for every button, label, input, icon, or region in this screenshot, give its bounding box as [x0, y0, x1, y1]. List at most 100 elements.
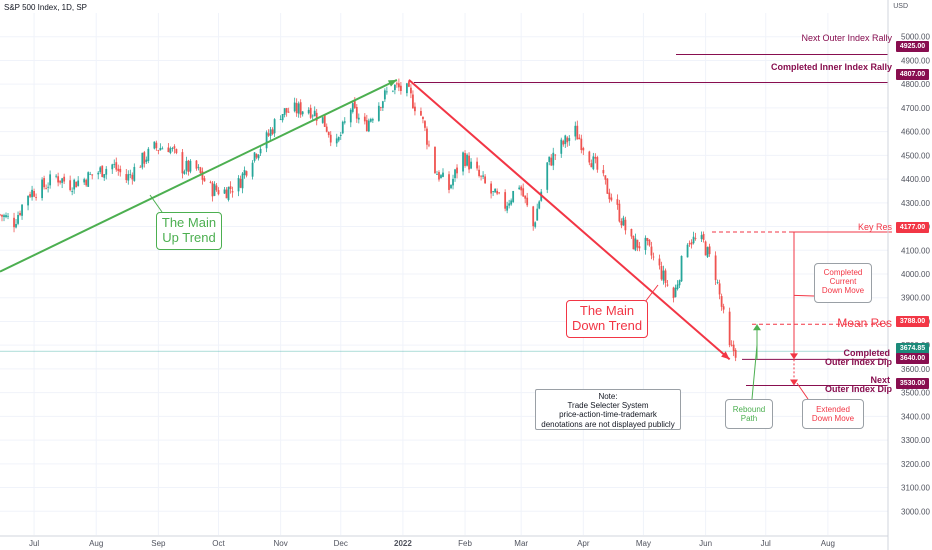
candle-body — [91, 174, 94, 176]
candle-body — [49, 174, 52, 186]
candle-body — [638, 246, 641, 249]
rebound-arrow-head — [753, 324, 761, 331]
candle-body — [383, 90, 386, 100]
candle-body — [217, 190, 220, 195]
candle-body — [77, 180, 80, 186]
candle-body — [363, 116, 366, 122]
y-tick-label: 3900.00 — [901, 294, 930, 303]
candle-body — [506, 205, 509, 211]
candle-body — [73, 179, 76, 190]
candle-body — [377, 105, 380, 121]
pointer-rebound — [751, 345, 758, 400]
candle-body — [197, 166, 200, 168]
candle-body — [353, 101, 356, 108]
candle-body — [700, 235, 703, 240]
candle-body — [720, 296, 723, 307]
candle-body — [616, 199, 619, 205]
candle-body — [257, 154, 260, 159]
candle-body — [464, 153, 466, 166]
candle-body — [59, 180, 62, 183]
candle-body — [175, 148, 178, 154]
callout-pointer-up — [149, 194, 163, 213]
candle-body — [327, 131, 330, 136]
price-tag-4807: 4807.00 — [896, 69, 929, 80]
price-tag-3640: 3640.00 — [896, 353, 929, 364]
trendline-arrowhead — [721, 351, 730, 360]
candle-body — [552, 152, 555, 166]
candle-body — [171, 148, 174, 149]
candle-body — [117, 168, 120, 171]
candle-body — [241, 173, 244, 189]
candle-body — [269, 129, 272, 136]
candle-body — [582, 148, 585, 151]
candle-body — [526, 197, 529, 206]
candle-body — [650, 246, 653, 256]
y-tick-label: 4900.00 — [901, 56, 930, 65]
candle-body — [400, 85, 402, 91]
y-tick-label: 3500.00 — [901, 389, 930, 398]
candle-body — [99, 167, 102, 173]
candle-body — [323, 115, 326, 127]
x-tick-label: Nov — [274, 539, 288, 548]
candle-body — [574, 125, 577, 137]
candle-body — [271, 129, 274, 135]
candle-body — [686, 244, 689, 258]
chart-title: S&P 500 Index, 1D, SP — [4, 3, 88, 12]
candle-body — [231, 191, 234, 193]
candle-body — [295, 103, 298, 114]
candle-body — [103, 174, 106, 178]
candle-body — [33, 191, 35, 197]
candle-body — [454, 169, 456, 179]
candle-body — [494, 188, 497, 193]
candle-body — [480, 175, 482, 177]
callout-note: Note: Trade Selecter System price-action… — [535, 389, 681, 430]
level-label-next-outer-dip-1: Next — [870, 375, 890, 385]
candle-body — [367, 120, 370, 132]
candle-body — [279, 119, 282, 121]
candle-body — [662, 270, 665, 281]
candle-body — [385, 91, 388, 93]
candle-body — [195, 160, 198, 169]
callout-current-move: Completed Current Down Move — [814, 263, 872, 303]
candle-body — [728, 311, 731, 346]
callout-up-trend: The Main Up Trend — [156, 212, 222, 250]
price-tag-3788: 3788.00 — [896, 316, 929, 327]
y-tick-label: 3300.00 — [901, 436, 930, 445]
candle-body — [265, 132, 268, 149]
candle-body — [223, 189, 226, 194]
callout-current-move-line1: Completed — [823, 268, 863, 277]
candle-body — [237, 178, 240, 192]
candle-body — [329, 134, 332, 143]
candle-body — [550, 157, 553, 166]
candle-body — [718, 283, 721, 295]
candle-body — [115, 162, 118, 170]
extended-move-arrow-head — [790, 379, 798, 386]
candle-body — [652, 256, 655, 258]
candle-body — [113, 164, 116, 165]
candle-body — [47, 186, 50, 188]
candle-body — [606, 178, 609, 194]
candle-body — [646, 238, 649, 241]
level-label-key-res: Key Res — [857, 222, 892, 232]
candle-body — [438, 172, 440, 180]
candle-body — [470, 161, 472, 169]
candle-body — [147, 148, 150, 161]
candle-body — [610, 197, 613, 201]
candle-body — [45, 188, 48, 190]
candle-body — [442, 172, 444, 177]
candle-body — [592, 156, 595, 170]
candle-body — [520, 186, 523, 191]
callout-down-trend: The Main Down Trend — [566, 300, 648, 338]
pointer-extended — [796, 382, 809, 400]
candle-body — [339, 134, 342, 136]
candle-body — [41, 179, 43, 199]
candle-body — [335, 138, 338, 144]
candle-body — [313, 110, 316, 117]
candle-body — [111, 164, 114, 170]
candle-body — [255, 154, 258, 158]
candle-body — [484, 176, 486, 184]
candle-body — [97, 172, 100, 175]
candle-body — [732, 344, 735, 352]
candle-body — [420, 111, 422, 116]
